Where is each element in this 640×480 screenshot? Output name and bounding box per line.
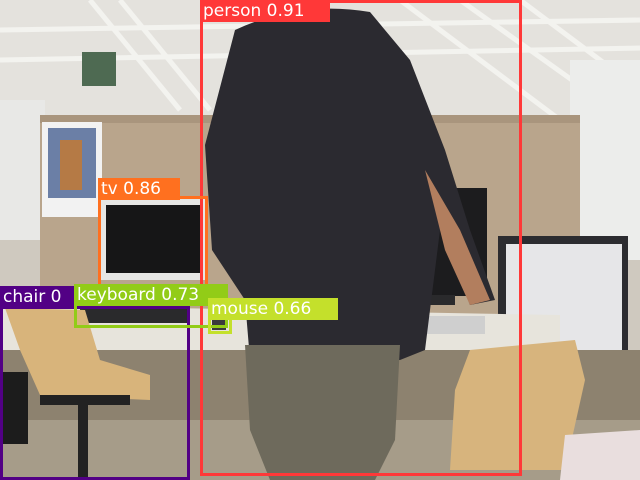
person-bounding-box [200,0,522,476]
chair-bounding-box [0,306,190,480]
keyboard-label: keyboard 0.73 [74,284,228,306]
person-label: person 0.91 [200,0,330,22]
tv-label: tv 0.86 [98,178,180,200]
chair-label: chair 0 [0,286,80,308]
mouse-label: mouse 0.66 [208,298,338,320]
tv-bounding-box [98,196,208,288]
